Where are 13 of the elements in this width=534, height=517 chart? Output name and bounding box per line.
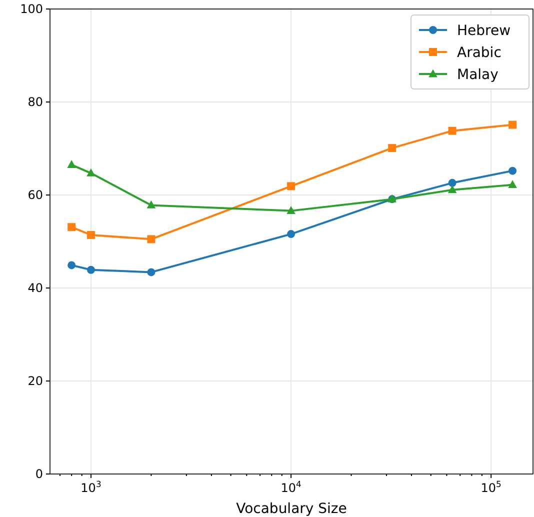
- x-tick-label: 10$^{3}$: [80, 479, 102, 495]
- legend-label: Arabic: [457, 44, 502, 61]
- y-tick-label: 40: [28, 281, 43, 296]
- x-axis-title: Vocabulary Size: [236, 501, 347, 517]
- x-tick-label: 10$^{4}$: [280, 479, 302, 495]
- y-tick-label: 100: [20, 2, 43, 16]
- legend-label: Hebrew: [457, 22, 511, 39]
- y-tick-label: 80: [28, 95, 43, 110]
- y-tick-label: 60: [28, 188, 43, 202]
- y-tick-label: 20: [28, 374, 43, 388]
- x-tick-label: 10$^{5}$: [480, 479, 502, 495]
- y-tick-label: 0: [35, 467, 43, 482]
- legend-label: Malay: [457, 66, 498, 83]
